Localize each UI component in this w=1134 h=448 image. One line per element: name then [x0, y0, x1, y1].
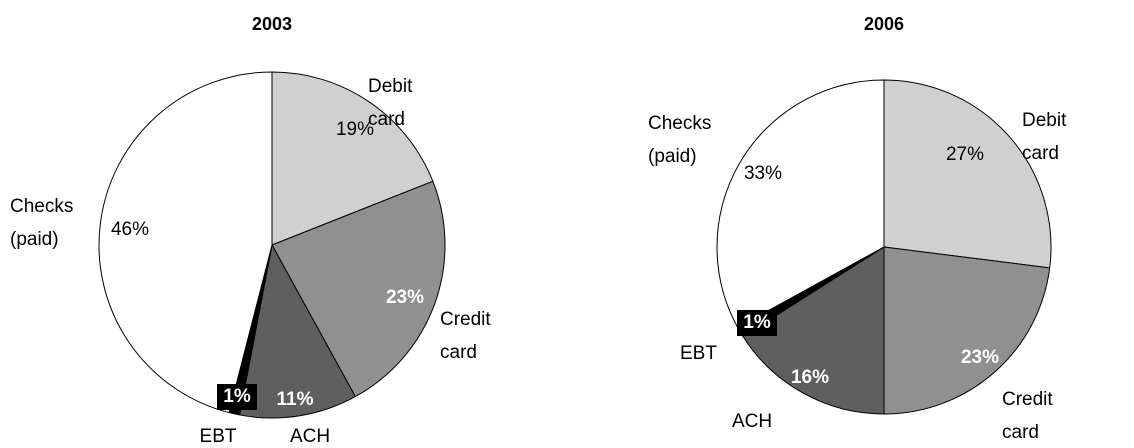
value-label: 23% [961, 347, 999, 368]
value-label: 11% [277, 389, 314, 410]
pie-slice [716, 79, 885, 329]
category-label: Debit card [1022, 110, 1072, 164]
category-label: Checks (paid) [648, 113, 717, 167]
pie-slice [271, 180, 446, 398]
pie-slice [271, 71, 434, 246]
label-box [217, 384, 257, 410]
value-label: 23% [386, 287, 424, 308]
category-label: EBT [680, 343, 717, 364]
category-label: Credit card [1002, 389, 1058, 443]
category-label: ACH [290, 426, 330, 447]
value-label: 33% [744, 163, 782, 184]
pie-slice [98, 71, 273, 414]
category-label: EBT [200, 426, 237, 447]
pie-slice [883, 79, 1052, 269]
pie-slice [238, 243, 357, 419]
category-label: Credit card [440, 309, 496, 363]
value-label: 1% [743, 312, 771, 333]
value-label: 1% [223, 386, 251, 407]
value-label: 19% [336, 119, 374, 140]
pie-slice [742, 246, 885, 415]
label-box [737, 310, 777, 336]
chart-title: 2003 [252, 14, 292, 34]
pie-slice [883, 246, 1051, 415]
category-label: Checks (paid) [10, 196, 79, 250]
category-label: Debit card [368, 76, 418, 130]
chart-title: 2006 [864, 14, 904, 34]
value-label: 16% [791, 367, 829, 388]
category-label: ACH [732, 411, 772, 432]
value-label: 27% [946, 144, 984, 165]
value-label: 46% [111, 219, 149, 240]
